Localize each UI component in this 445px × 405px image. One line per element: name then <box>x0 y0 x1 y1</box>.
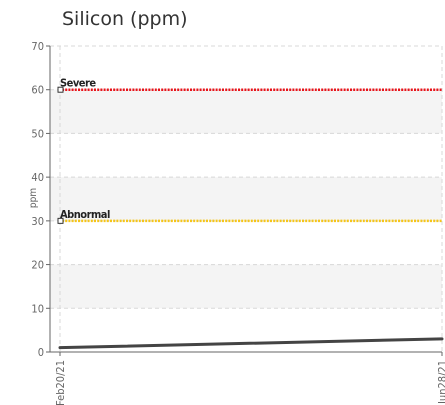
y-tick-label: 60 <box>31 84 44 97</box>
x-ticks: Feb20/21 Jun28/21 <box>54 352 445 405</box>
y-tick-label: 40 <box>31 171 44 184</box>
threshold-marker <box>57 86 64 93</box>
y-ticks: 0 10 20 30 40 50 60 70 <box>31 40 50 359</box>
grid-band <box>50 264 442 309</box>
axes <box>49 46 442 353</box>
threshold-marker <box>57 217 64 224</box>
threshold-label: Severe <box>60 77 96 90</box>
chart-title: Silicon (ppm) <box>62 8 188 30</box>
y-tick-label: 20 <box>31 259 44 272</box>
x-tick-label: Feb20/21 <box>54 360 67 405</box>
x-tick-label: Jun28/21 <box>436 360 445 405</box>
data-series <box>58 337 444 350</box>
y-axis-label: ppm <box>28 188 39 208</box>
y-tick-label: 0 <box>38 346 44 359</box>
threshold-lines: Severe Abnormal <box>57 77 442 224</box>
y-tick-label: 30 <box>31 215 44 228</box>
y-tick-label: 50 <box>31 127 44 140</box>
threshold-label: Abnormal <box>60 208 110 221</box>
y-tick-label: 10 <box>31 302 44 315</box>
grid-band <box>50 177 442 221</box>
series-line <box>58 337 444 350</box>
background-bands <box>50 89 442 309</box>
grid-band <box>50 89 442 134</box>
y-tick-label: 70 <box>31 40 44 53</box>
